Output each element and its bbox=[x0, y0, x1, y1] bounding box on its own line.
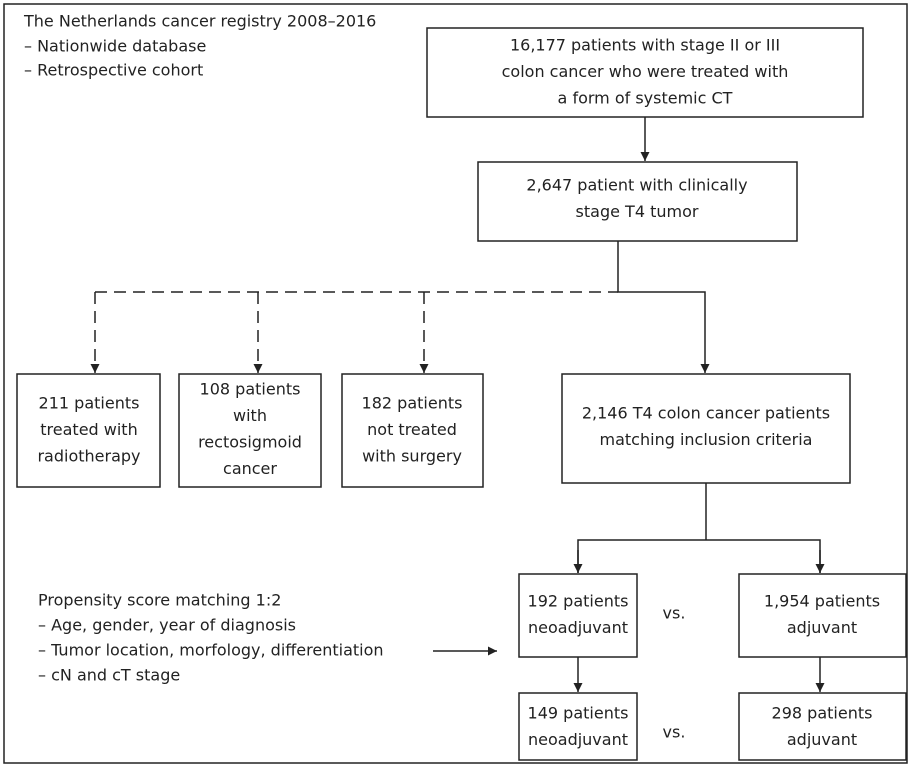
matching-item: – cN and cT stage bbox=[38, 666, 180, 685]
node-label: adjuvant bbox=[787, 618, 857, 637]
node-label: colon cancer who were treated with bbox=[502, 62, 789, 81]
node-label: with bbox=[233, 406, 267, 425]
matching-item: – Age, gender, year of diagnosis bbox=[38, 616, 296, 635]
arrow bbox=[617, 241, 710, 373]
intro-title: The Netherlands cancer registry 2008–201… bbox=[23, 12, 376, 31]
node-label: 149 patients bbox=[528, 704, 629, 723]
node-label: treated with bbox=[40, 420, 137, 439]
node-label: a form of systemic CT bbox=[558, 89, 733, 108]
box bbox=[561, 373, 851, 484]
node-label: 108 patients bbox=[200, 380, 301, 399]
line bbox=[577, 539, 821, 573]
box bbox=[738, 573, 907, 658]
box bbox=[178, 373, 322, 488]
node-label: rectosigmoid bbox=[198, 433, 302, 452]
node-label: cancer bbox=[223, 459, 277, 478]
node-label: 16,177 patients with stage II or III bbox=[510, 36, 780, 55]
node-label: neoadjuvant bbox=[528, 618, 628, 637]
vs-label: vs. bbox=[663, 604, 686, 623]
node-label: adjuvant bbox=[787, 730, 857, 749]
node-label: 192 patients bbox=[528, 592, 629, 611]
box bbox=[341, 373, 484, 488]
box bbox=[477, 161, 798, 242]
node-label: with surgery bbox=[362, 447, 462, 466]
matching-title: Propensity score matching 1:2 bbox=[38, 591, 281, 610]
node-label: not treated bbox=[367, 420, 457, 439]
matching-item: – Tumor location, morfology, differentia… bbox=[38, 641, 384, 660]
node-label: 1,954 patients bbox=[764, 592, 880, 611]
vs-label: vs. bbox=[663, 723, 686, 742]
box bbox=[738, 692, 907, 761]
node-label: 298 patients bbox=[772, 704, 873, 723]
frame bbox=[3, 3, 908, 764]
node-label: 182 patients bbox=[362, 394, 463, 413]
intro-item: – Nationwide database bbox=[24, 37, 206, 56]
box bbox=[518, 573, 638, 658]
box bbox=[518, 692, 638, 761]
node-label: matching inclusion criteria bbox=[600, 430, 813, 449]
node-label: 2,647 patient with clinically bbox=[526, 176, 747, 195]
node-label: stage T4 tumor bbox=[576, 202, 699, 221]
intro-item: – Retrospective cohort bbox=[24, 61, 203, 80]
node-label: neoadjuvant bbox=[528, 730, 628, 749]
box bbox=[16, 373, 161, 488]
node-label: radiotherapy bbox=[37, 447, 140, 466]
box bbox=[426, 27, 864, 118]
node-label: 2,146 T4 colon cancer patients bbox=[582, 404, 830, 423]
node-label: 211 patients bbox=[39, 394, 140, 413]
